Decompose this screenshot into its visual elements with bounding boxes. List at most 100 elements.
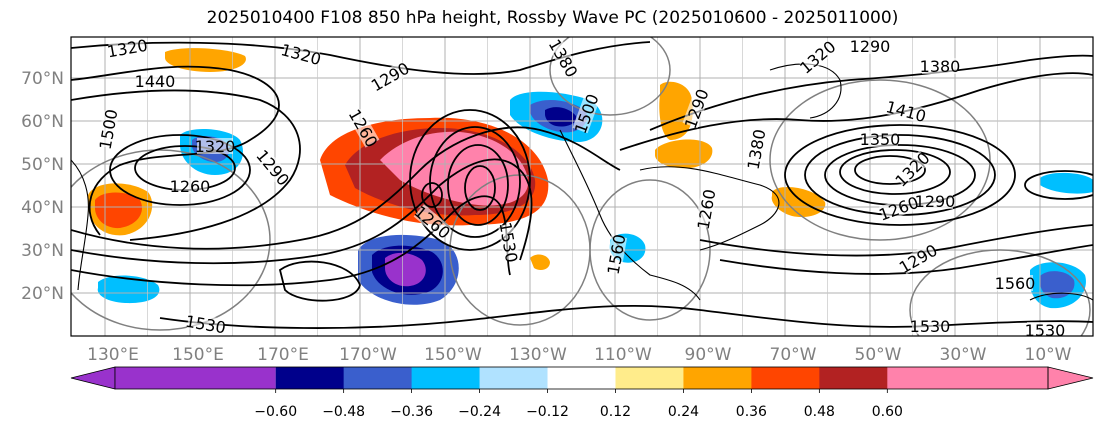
contour-label-background — [137, 73, 173, 89]
latitude-tick-labels: 70°N 60°N 50°N 40°N 30°N 20°N — [21, 69, 64, 304]
contour-line — [278, 260, 361, 302]
contour-label-background — [917, 193, 953, 209]
latitude-tick-label: 50°N — [21, 155, 64, 175]
colorbar-tick-label: −0.60 — [254, 404, 297, 420]
contour-line — [649, 54, 1093, 131]
pc-ellipse-atlantic — [769, 79, 991, 241]
contour-label-background — [886, 98, 926, 124]
contour-label-background — [695, 190, 718, 229]
contour-line — [71, 195, 511, 287]
shade-central-pacific-max — [385, 252, 426, 287]
contour-label-background — [605, 235, 628, 274]
contour-ring — [409, 109, 531, 251]
contour-label-background — [413, 204, 452, 240]
contour-ring — [109, 134, 251, 206]
contour-ring — [447, 144, 509, 226]
colorbar-segment — [819, 367, 888, 389]
contour-label-background — [347, 108, 380, 148]
map-frame — [70, 36, 1094, 337]
contour-line — [699, 224, 1093, 257]
colorbar-extend-high — [1047, 366, 1094, 390]
coastline-south-america — [1029, 292, 1093, 301]
colorbar-segment — [411, 367, 481, 389]
contour-label-background — [798, 39, 837, 75]
pc-ellipse-east — [589, 179, 711, 321]
colorbar-segment — [343, 367, 413, 389]
contour-ring — [839, 149, 951, 195]
contour-ring — [464, 165, 496, 211]
contour-label-background — [97, 110, 120, 149]
contour-line — [159, 304, 1093, 329]
latitude-tick-label: 40°N — [21, 198, 64, 218]
contour-label-background — [370, 60, 410, 93]
contour-label: 1290 — [915, 192, 956, 211]
colorbar-tick-label: −0.24 — [458, 404, 501, 420]
colorbar-frame — [114, 366, 1049, 390]
contour-ring — [421, 182, 443, 208]
colorbar-tick-label: 0.12 — [600, 404, 631, 420]
contour-label: 1350 — [860, 130, 901, 149]
longitude-tick-label: 90°W — [685, 345, 732, 365]
colorbar-segment — [683, 367, 752, 389]
contour-label: 1530 — [910, 317, 951, 336]
contour-label-background — [922, 58, 958, 74]
contour-line — [71, 65, 280, 236]
colorbar-tick-label: −0.48 — [322, 404, 365, 420]
contour-ring — [429, 126, 521, 238]
contour-line — [71, 89, 301, 241]
colorbar-segment — [751, 367, 820, 389]
longitude-tick-label: 170°W — [339, 345, 397, 365]
longitude-tick-label: 150°E — [172, 345, 224, 365]
longitude-tick-label: 50°W — [855, 345, 902, 365]
latitude-tick-label: 30°N — [21, 241, 64, 261]
contour-label-background — [912, 318, 948, 334]
contour-label: 1530 — [1025, 321, 1066, 340]
colorbar-tick-label: 0.48 — [804, 404, 835, 420]
latitude-tick-label: 20°N — [21, 284, 64, 304]
contour-label: 1440 — [135, 72, 176, 91]
shade-japan-strong — [95, 192, 142, 229]
longitude-tick-labels: 130°E 150°E 170°E 170°W 150°W 130°W 110°W 90°W 7… — [87, 345, 1072, 365]
colorbar-segment — [615, 367, 684, 389]
shade-baja-positive — [530, 254, 550, 270]
contour-label-background — [852, 38, 888, 54]
colorbar-segment — [547, 367, 616, 389]
longitude-tick-label: 10°W — [1025, 345, 1072, 365]
shade-northwest-canada-max — [545, 107, 577, 127]
map-background — [71, 37, 1093, 336]
latitude-tick-label: 70°N — [21, 69, 64, 89]
map-gridlines — [71, 37, 1093, 336]
contour-label: 1290 — [850, 37, 891, 56]
shade-north-atlantic-negative — [1040, 172, 1093, 194]
colorbar-tick-label: 0.60 — [872, 404, 903, 420]
contour-label-background — [1027, 322, 1063, 336]
contour-line — [71, 126, 621, 250]
contour-label-background — [108, 37, 147, 60]
contour-label-background — [255, 148, 291, 187]
pc-ellipses — [71, 37, 1091, 336]
coastline-asia — [71, 159, 89, 291]
colorbar-segment — [275, 367, 345, 389]
contour-label-background — [893, 150, 931, 188]
shade-caribbean-strong — [1040, 271, 1075, 299]
shade-hudson-bay-east-positive — [655, 139, 713, 169]
colorbar-tick-label: 0.36 — [736, 404, 767, 420]
contour-label: 1560 — [995, 274, 1036, 293]
contour-ring — [854, 155, 926, 185]
colorbar-tick-label: −0.36 — [390, 404, 433, 420]
contour-label-background — [197, 138, 233, 154]
contour-ring — [1024, 170, 1093, 200]
contour-label-background — [682, 88, 710, 129]
coastline-greenland — [769, 63, 842, 119]
contour-label-background — [898, 242, 938, 275]
colorbar-tick-label: −0.12 — [526, 404, 569, 420]
shade-hudson-bay-positive — [659, 81, 693, 140]
colorbar-segment — [115, 367, 276, 389]
map-title: 2025010400 F108 850 hPa height, Rossby W… — [206, 8, 899, 28]
contour-label-background — [878, 194, 919, 222]
colorbar-tick-label: 0.24 — [668, 404, 699, 420]
contour-label-background — [186, 313, 225, 336]
